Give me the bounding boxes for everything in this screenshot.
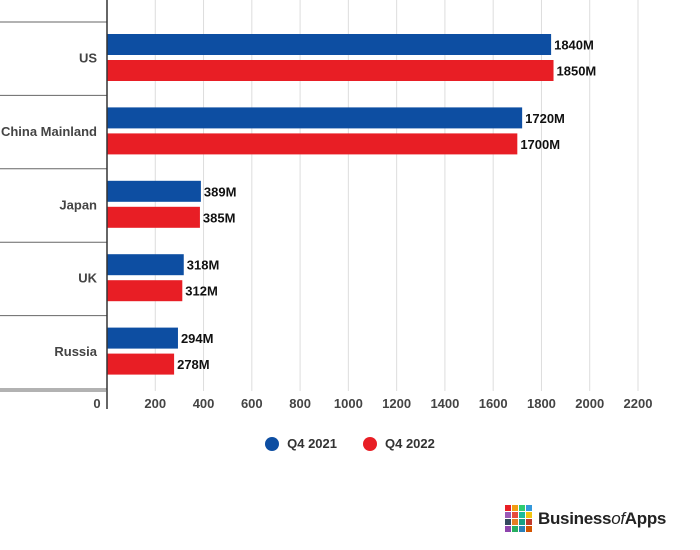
brand-name-part1: Business bbox=[538, 508, 612, 528]
legend-swatch-q4-2022 bbox=[363, 436, 377, 451]
bar[interactable] bbox=[107, 254, 184, 276]
axes bbox=[0, 0, 108, 409]
brand-grid-cell bbox=[505, 512, 511, 518]
brand-grid-cell bbox=[512, 505, 518, 511]
brand-grid-cell bbox=[505, 526, 511, 532]
legend-label-q4-2022: Q4 2022 bbox=[385, 436, 435, 451]
bar[interactable] bbox=[107, 60, 554, 81]
labels: 0 200 400 600 800 1000 1200 1400 1600 1800 2000 220… bbox=[1, 38, 653, 412]
x-tick-label: 1000 bbox=[334, 396, 363, 411]
x-tick-label: 0 bbox=[93, 396, 100, 411]
data-label: 1720M bbox=[525, 111, 565, 126]
category-label: US bbox=[79, 51, 97, 66]
data-label: 312M bbox=[185, 284, 218, 299]
brand-grid-cell bbox=[526, 512, 532, 518]
category-label: Japan bbox=[59, 197, 97, 212]
brand-grid-cell bbox=[505, 505, 511, 511]
category-label: UK bbox=[78, 271, 97, 286]
bar[interactable] bbox=[107, 133, 518, 155]
x-tick-label: 400 bbox=[193, 396, 215, 411]
data-label: 385M bbox=[203, 210, 236, 225]
bar-chart: 0 200 400 600 800 1000 1200 1400 1600 1800 2000 220… bbox=[0, 0, 653, 412]
legend-item-q4-2022[interactable]: Q4 2022 bbox=[363, 436, 435, 451]
brand-name-part2: of bbox=[611, 508, 625, 528]
brand-grid-cell bbox=[519, 512, 525, 518]
bar[interactable] bbox=[107, 206, 200, 228]
bar[interactable] bbox=[107, 34, 552, 55]
x-tick-label: 2200 bbox=[624, 396, 653, 411]
category-label: Russia bbox=[54, 344, 97, 359]
brand-grid-cell bbox=[526, 526, 532, 532]
legend-label-q4-2021: Q4 2021 bbox=[287, 436, 337, 451]
data-label: 1700M bbox=[520, 137, 560, 152]
brand-grid-cell bbox=[512, 512, 518, 518]
businessofapps-grid-icon bbox=[505, 505, 532, 532]
x-tick-label: 2000 bbox=[575, 396, 604, 411]
legend-item-q4-2021[interactable]: Q4 2021 bbox=[265, 436, 337, 451]
x-tick-label: 1200 bbox=[382, 396, 411, 411]
data-label: 1840M bbox=[554, 38, 594, 53]
data-label: 318M bbox=[187, 258, 220, 273]
legend-swatch-q4-2021 bbox=[265, 436, 280, 451]
bar[interactable] bbox=[107, 280, 183, 302]
brand-grid-cell bbox=[526, 505, 532, 511]
brand-logo: BusinessofApps bbox=[505, 505, 666, 532]
x-tick-label: 600 bbox=[241, 396, 263, 411]
legend: Q4 2021 Q4 2022 bbox=[0, 436, 700, 451]
x-tick-label: 1400 bbox=[430, 396, 459, 411]
x-tick-label: 1600 bbox=[479, 396, 508, 411]
category-label: China Mainland bbox=[1, 124, 97, 139]
data-label: 278M bbox=[177, 357, 210, 372]
brand-grid-cell bbox=[505, 519, 511, 525]
x-tick-label: 200 bbox=[144, 396, 166, 411]
x-tick-label: 1800 bbox=[527, 396, 556, 411]
brand-grid-cell bbox=[519, 519, 525, 525]
brand-name-part3: Apps bbox=[624, 508, 667, 528]
brand-grid-cell bbox=[512, 519, 518, 525]
bar[interactable] bbox=[107, 327, 178, 349]
brand-grid-cell bbox=[526, 519, 532, 525]
data-label: 1850M bbox=[557, 64, 597, 79]
bar[interactable] bbox=[107, 107, 523, 129]
data-label: 294M bbox=[181, 331, 214, 346]
bar[interactable] bbox=[107, 353, 175, 375]
brand-name: BusinessofApps bbox=[538, 509, 666, 529]
bar[interactable] bbox=[107, 180, 201, 202]
brand-grid-cell bbox=[519, 526, 525, 532]
x-tick-label: 800 bbox=[289, 396, 311, 411]
brand-grid-cell bbox=[519, 505, 525, 511]
brand-grid-cell bbox=[512, 526, 518, 532]
bars bbox=[107, 34, 554, 375]
data-label: 389M bbox=[204, 184, 237, 199]
